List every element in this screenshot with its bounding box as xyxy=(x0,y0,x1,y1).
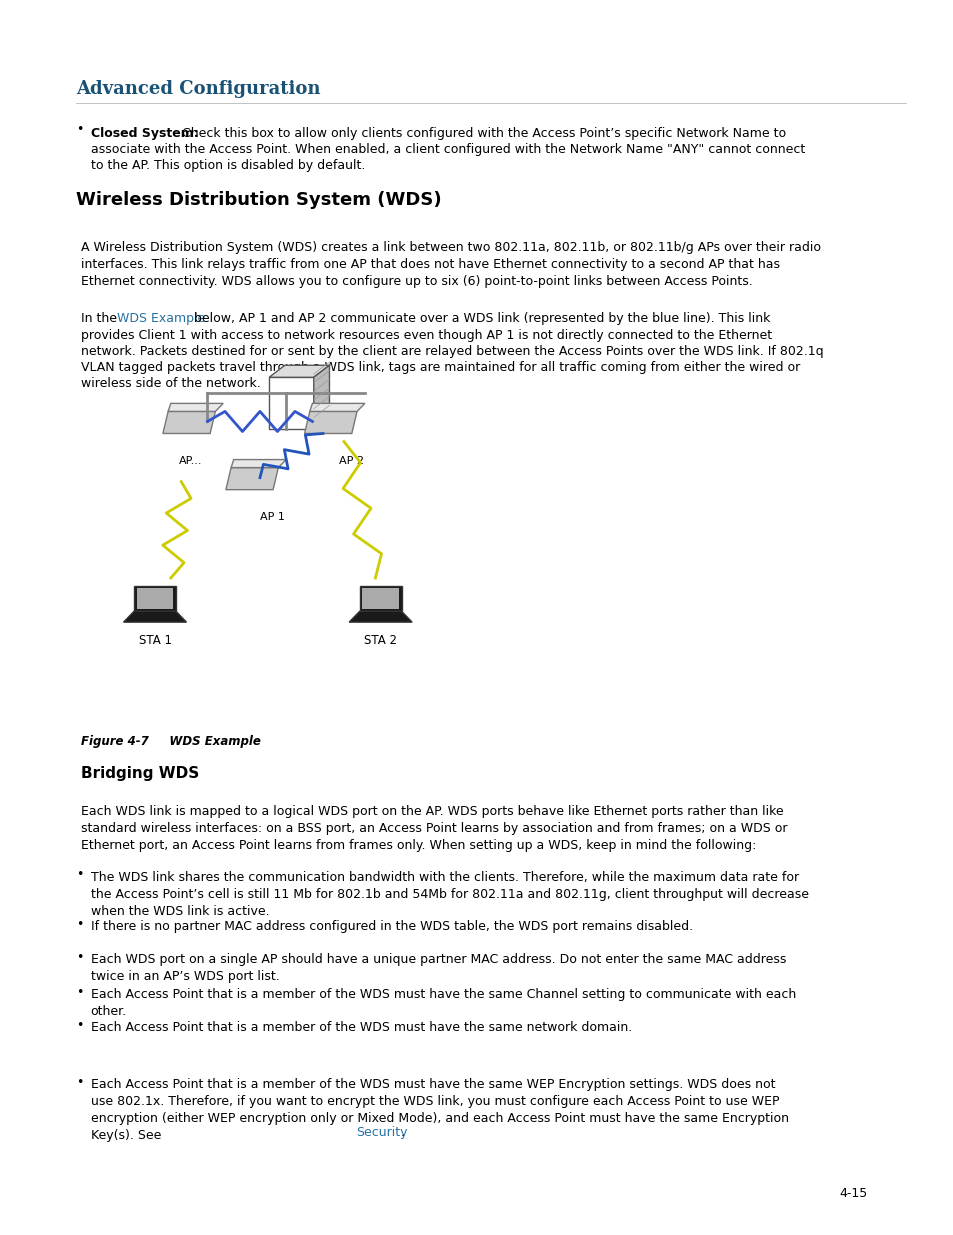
Text: Figure 4-7     WDS Example: Figure 4-7 WDS Example xyxy=(81,735,261,748)
Text: Security: Security xyxy=(355,1126,407,1140)
Text: AP...: AP... xyxy=(178,456,202,466)
Text: Each WDS link is mapped to a logical WDS port on the AP. WDS ports behave like E: Each WDS link is mapped to a logical WDS… xyxy=(81,805,787,852)
Text: •: • xyxy=(76,986,84,999)
Text: Check this box to allow only clients configured with the Access Point’s specific: Check this box to allow only clients con… xyxy=(178,127,785,141)
Polygon shape xyxy=(349,611,412,622)
Polygon shape xyxy=(136,588,173,610)
Text: The WDS link shares the communication bandwidth with the clients. Therefore, whi: The WDS link shares the communication ba… xyxy=(91,871,808,918)
Polygon shape xyxy=(269,378,314,430)
Text: WDS Example: WDS Example xyxy=(117,312,206,326)
Text: AP 1: AP 1 xyxy=(260,511,285,521)
Text: VLAN tagged packets travel through a WDS link, tags are maintained for all traff: VLAN tagged packets travel through a WDS… xyxy=(81,361,800,374)
Text: associate with the Access Point. When enabled, a client configured with the Netw: associate with the Access Point. When en… xyxy=(91,143,804,157)
Text: STA 2: STA 2 xyxy=(364,635,396,647)
Polygon shape xyxy=(359,587,401,611)
Text: In the: In the xyxy=(81,312,121,326)
Text: •: • xyxy=(76,1076,84,1089)
Text: Each Access Point that is a member of the WDS must have the same Channel setting: Each Access Point that is a member of th… xyxy=(91,988,795,1018)
Text: •: • xyxy=(76,1019,84,1032)
Text: •: • xyxy=(76,918,84,931)
Polygon shape xyxy=(133,587,176,611)
Text: Advanced Configuration: Advanced Configuration xyxy=(76,80,320,99)
Text: •: • xyxy=(76,868,84,882)
Polygon shape xyxy=(314,366,329,430)
Polygon shape xyxy=(124,611,187,622)
Polygon shape xyxy=(362,588,398,610)
Text: If there is no partner MAC address configured in the WDS table, the WDS port rem: If there is no partner MAC address confi… xyxy=(91,920,692,934)
Text: Each WDS port on a single AP should have a unique partner MAC address. Do not en: Each WDS port on a single AP should have… xyxy=(91,953,785,983)
Text: to the AP. This option is disabled by default.: to the AP. This option is disabled by de… xyxy=(91,159,365,173)
Text: Closed System:: Closed System: xyxy=(91,127,198,141)
Text: wireless side of the network.: wireless side of the network. xyxy=(81,377,260,390)
Polygon shape xyxy=(168,404,223,411)
Text: .: . xyxy=(400,1126,404,1140)
Text: Wireless Distribution System (WDS): Wireless Distribution System (WDS) xyxy=(76,191,441,210)
Text: STA 1: STA 1 xyxy=(138,635,172,647)
Text: •: • xyxy=(76,951,84,965)
Polygon shape xyxy=(310,404,365,411)
Text: provides Client 1 with access to network resources even though AP 1 is not direc: provides Client 1 with access to network… xyxy=(81,329,771,342)
Text: below, AP 1 and AP 2 communicate over a WDS link (represented by the blue line).: below, AP 1 and AP 2 communicate over a … xyxy=(190,312,769,326)
Polygon shape xyxy=(163,411,215,433)
Polygon shape xyxy=(226,468,278,490)
Text: AP 2: AP 2 xyxy=(338,456,363,466)
Text: network. Packets destined for or sent by the client are relayed between the Acce: network. Packets destined for or sent by… xyxy=(81,345,822,358)
Text: Each Access Point that is a member of the WDS must have the same network domain.: Each Access Point that is a member of th… xyxy=(91,1021,631,1035)
Polygon shape xyxy=(304,411,356,433)
Text: Bridging WDS: Bridging WDS xyxy=(81,766,199,781)
Text: •: • xyxy=(76,124,84,137)
Text: A Wireless Distribution System (WDS) creates a link between two 802.11a, 802.11b: A Wireless Distribution System (WDS) cre… xyxy=(81,241,821,288)
Polygon shape xyxy=(269,366,329,378)
Polygon shape xyxy=(231,459,286,468)
Text: 4-15: 4-15 xyxy=(839,1187,867,1200)
Text: Each Access Point that is a member of the WDS must have the same WEP Encryption : Each Access Point that is a member of th… xyxy=(91,1078,788,1142)
